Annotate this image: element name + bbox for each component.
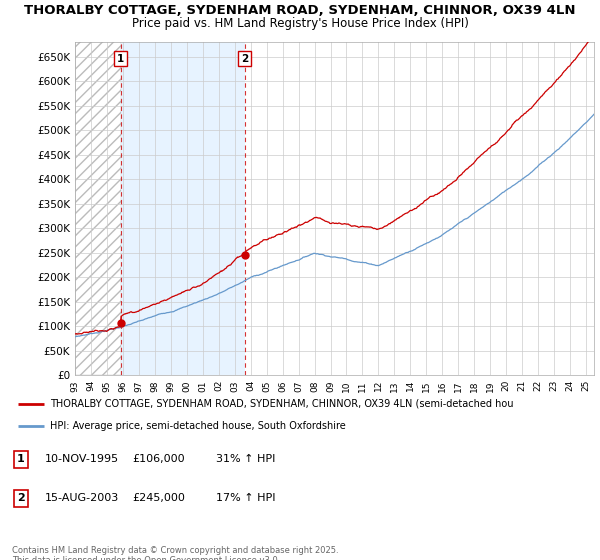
Text: Contains HM Land Registry data © Crown copyright and database right 2025.
This d: Contains HM Land Registry data © Crown c… (12, 546, 338, 560)
Text: 1: 1 (17, 454, 25, 464)
Text: 15-AUG-2003: 15-AUG-2003 (45, 493, 119, 503)
Text: THORALBY COTTAGE, SYDENHAM ROAD, SYDENHAM, CHINNOR, OX39 4LN: THORALBY COTTAGE, SYDENHAM ROAD, SYDENHA… (24, 4, 576, 17)
Text: 17% ↑ HPI: 17% ↑ HPI (216, 493, 275, 503)
Text: 2: 2 (241, 54, 248, 64)
Text: £245,000: £245,000 (132, 493, 185, 503)
Bar (75, 42, 121, 375)
Bar (121, 42, 245, 375)
Text: Price paid vs. HM Land Registry's House Price Index (HPI): Price paid vs. HM Land Registry's House … (131, 17, 469, 30)
Text: 10-NOV-1995: 10-NOV-1995 (45, 454, 119, 464)
Text: 31% ↑ HPI: 31% ↑ HPI (216, 454, 275, 464)
Bar (245, 42, 594, 375)
Text: 1: 1 (117, 54, 124, 64)
Text: 2: 2 (17, 493, 25, 503)
Bar (75, 42, 121, 375)
Text: £106,000: £106,000 (132, 454, 185, 464)
Text: HPI: Average price, semi-detached house, South Oxfordshire: HPI: Average price, semi-detached house,… (50, 421, 346, 431)
Text: THORALBY COTTAGE, SYDENHAM ROAD, SYDENHAM, CHINNOR, OX39 4LN (semi-detached hou: THORALBY COTTAGE, SYDENHAM ROAD, SYDENHA… (50, 399, 513, 409)
